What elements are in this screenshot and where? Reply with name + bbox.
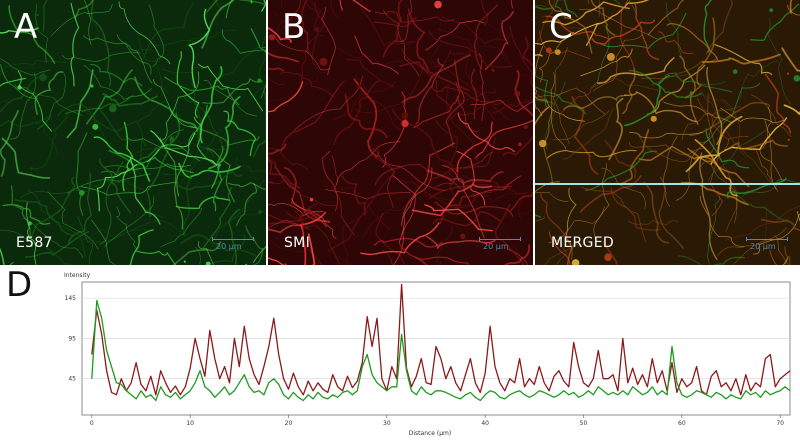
panel-label-e587: E587 <box>16 235 53 251</box>
scale-bar-text: 20 µm <box>750 242 776 251</box>
x-tick-label: 10 <box>186 420 194 427</box>
y-tick-label: 45 <box>68 376 76 383</box>
scale-bar-text: 20 µm <box>216 242 242 251</box>
axis-ticks: 45 95 145 0 10 20 30 40 50 60 70 <box>65 295 785 427</box>
scale-bar-b: 20 µm <box>479 237 523 257</box>
panel-label-smi: SMI <box>284 235 310 251</box>
scale-bar-line <box>212 237 254 241</box>
panel-smi: B SMI 20 µm <box>268 0 533 265</box>
panel-label-merged: MERGED <box>551 235 614 251</box>
x-tick-label: 50 <box>580 420 588 427</box>
panel-e587: A E587 20 µm <box>0 0 266 265</box>
scale-bar-line <box>746 237 788 241</box>
series-lines <box>91 283 791 402</box>
scale-bar-text: 20 µm <box>483 242 509 251</box>
x-tick-label: 60 <box>678 420 686 427</box>
series-line-green <box>91 299 791 402</box>
scale-bar-line <box>479 237 521 241</box>
x-axis-label: Distance (µm) <box>409 430 452 437</box>
panel-letter-b: B <box>282 7 306 47</box>
y-tick-label: 95 <box>68 335 76 342</box>
panel-merged: C MERGED 20 µm <box>535 0 800 265</box>
green-fluorescence-image <box>0 0 266 265</box>
y-tick-label: 145 <box>65 295 77 302</box>
grid-lines <box>82 297 790 380</box>
panel-letter-d: D <box>6 265 33 305</box>
series-line-red <box>91 283 791 396</box>
x-tick-label: 20 <box>285 420 293 427</box>
merged-fluorescence-image <box>535 0 800 265</box>
panel-letter-a: A <box>14 7 38 47</box>
scale-bar-c: 20 µm <box>746 237 790 257</box>
x-tick-label: 0 <box>90 420 94 427</box>
panel-letter-c: C <box>549 7 573 47</box>
red-fluorescence-image <box>268 0 533 265</box>
x-tick-label: 30 <box>383 420 391 427</box>
intensity-profile-chart: 45 95 145 0 10 20 30 40 50 60 70 Intensity Distanc… <box>64 272 791 437</box>
x-tick-label: 70 <box>776 420 784 427</box>
x-tick-label: 40 <box>481 420 489 427</box>
y-axis-label: Intensity <box>64 272 91 279</box>
scale-bar-a: 20 µm <box>212 237 256 257</box>
